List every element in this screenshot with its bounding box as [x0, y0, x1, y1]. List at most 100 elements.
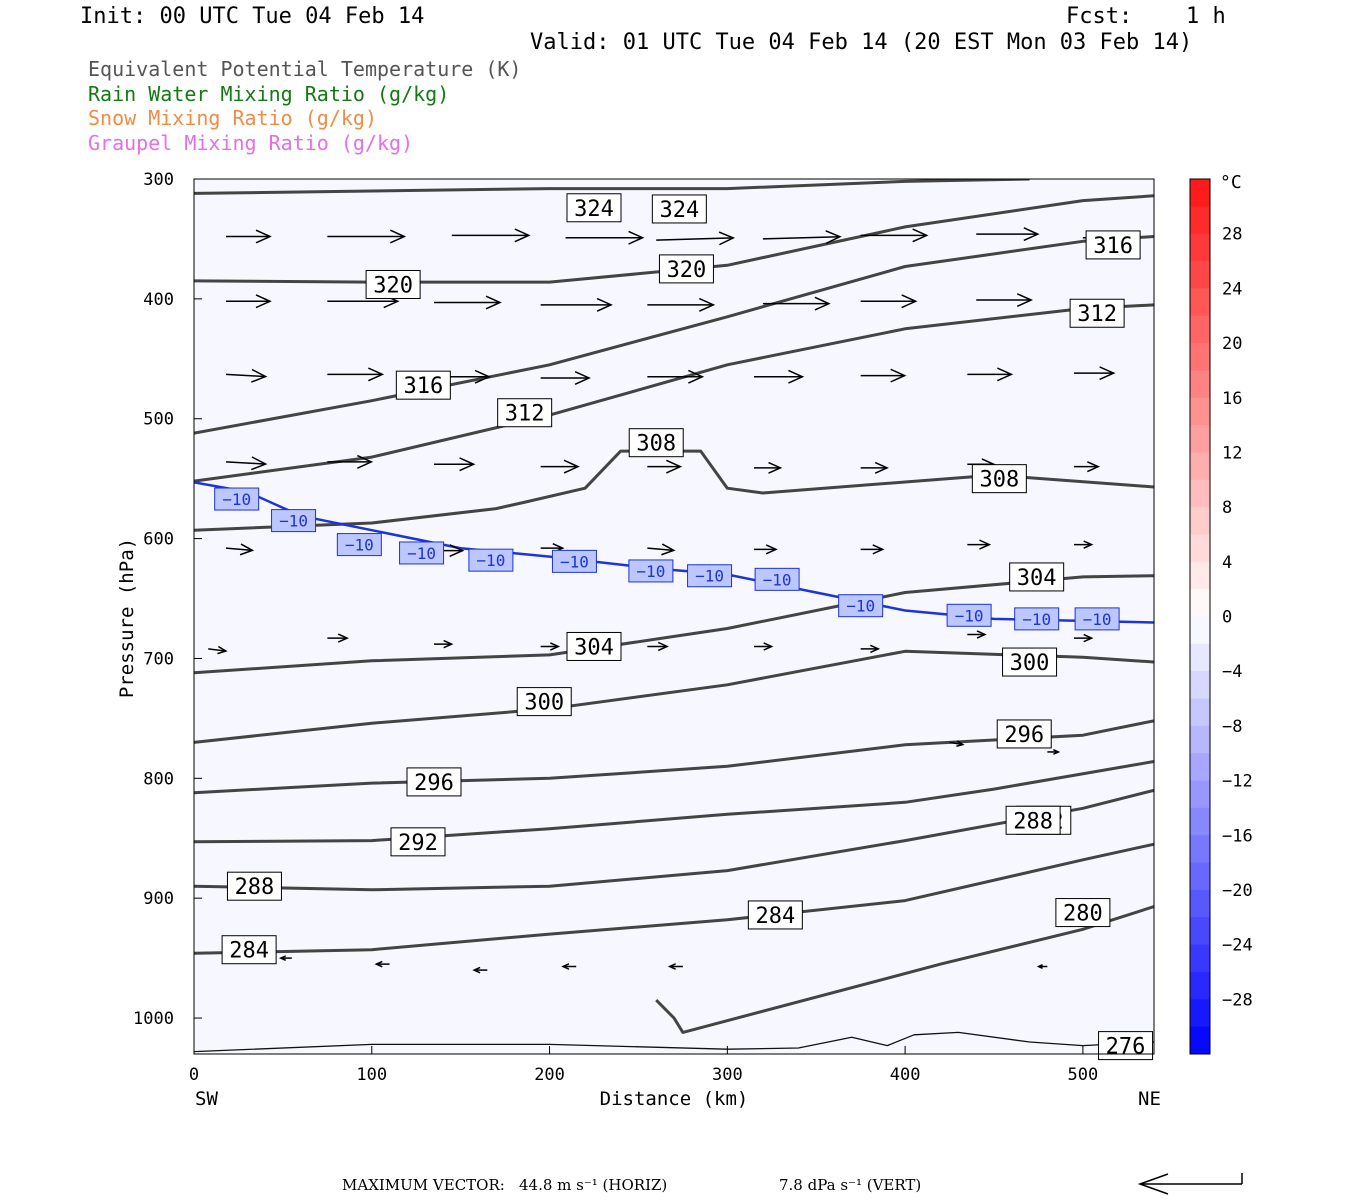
wind-vector-head	[628, 230, 645, 245]
axes: 0 100 200 300 400 500 300 400 500 600 700 800 900 100…	[133, 170, 1098, 1085]
wind-vector	[540, 297, 613, 312]
theta-e-label-276: 276	[1098, 1031, 1154, 1061]
wind-vector-head	[255, 294, 272, 309]
wind-vector-shaft	[225, 373, 266, 378]
theta-e-label-box	[566, 193, 622, 223]
theta-e-label-box	[221, 935, 277, 965]
isotherm-label: −10	[1014, 607, 1060, 631]
theta-e-label-box	[516, 687, 572, 717]
isotherm-label-box	[468, 548, 514, 572]
theta-e-label-text: 304	[1017, 566, 1057, 591]
colorbar-swatch	[1190, 288, 1210, 317]
theta-e-label-304: 304	[566, 631, 622, 661]
theta-e-contour-288	[194, 788, 1154, 892]
wind-vector-head	[390, 229, 407, 244]
theta-e-label-320: 320	[365, 269, 421, 299]
wind-vector	[860, 544, 885, 555]
x-axis-label: Distance (km)	[600, 1088, 749, 1110]
theta-e-label-box	[226, 871, 282, 901]
isotherm-label-text: −10	[407, 544, 436, 563]
wind-vector-head	[1016, 293, 1034, 308]
wind-vector	[656, 231, 736, 246]
forecast-hour: 1 h	[1186, 4, 1226, 29]
colorbar-tick-label: 16	[1222, 389, 1242, 409]
colorbar-swatch	[1190, 233, 1210, 262]
wind-vector-shaft	[225, 547, 253, 552]
theta-e-label-312: 312	[1069, 298, 1125, 328]
theta-e-label-316: 316	[395, 370, 451, 400]
colorbar-swatch	[1190, 999, 1210, 1028]
wind-vector-head	[1083, 633, 1094, 643]
isotherm-label-box	[1014, 607, 1060, 631]
theta-e-label-324: 324	[651, 194, 707, 224]
colorbar-swatch	[1190, 753, 1210, 782]
theta-e-label-300: 300	[516, 687, 572, 717]
isotherm-label-text: −10	[763, 570, 792, 589]
isotherm-label-text: −10	[1083, 610, 1112, 629]
isotherm-label: −10	[1074, 607, 1120, 631]
theta-e-label-box	[1005, 805, 1061, 835]
wind-vector	[561, 963, 577, 970]
wind-vector	[1047, 749, 1061, 755]
isotherm-label-text: −10	[560, 552, 589, 571]
wind-vector	[1074, 633, 1094, 643]
wind-vector	[762, 296, 831, 311]
wind-vector-shaft	[225, 461, 266, 465]
sw-endpoint-label: SW	[195, 1088, 218, 1110]
wind-vector	[647, 297, 716, 312]
theta-e-contour-276	[194, 1031, 1154, 1053]
colorbar-swatch	[1190, 944, 1210, 973]
isotherm-label: −10	[946, 603, 992, 627]
legend-snow: Snow Mixing Ratio (g/kg)	[88, 106, 377, 130]
wind-vector-shaft	[208, 648, 226, 652]
theta-e-label-text: 312	[505, 402, 545, 427]
colorbar-tick-label: 0	[1222, 608, 1232, 628]
wind-vector-head	[699, 297, 716, 312]
wind-vector	[667, 963, 683, 970]
isotherm-label-text: −10	[279, 512, 308, 531]
wind-vector-head	[472, 966, 481, 974]
colorbar-swatch	[1190, 616, 1210, 645]
wind-vector-head	[596, 297, 613, 312]
isotherm-label: −10	[399, 541, 445, 565]
colorbar-swatch	[1190, 179, 1210, 207]
colorbar-tick-label: −24	[1222, 936, 1253, 956]
isotherm-label: −10	[838, 594, 884, 618]
plot-frame	[193, 178, 1155, 1055]
wind-vector	[647, 641, 669, 652]
wind-vector-head	[278, 955, 287, 962]
wind-vector	[647, 459, 683, 474]
isotherm-label-text: −10	[1022, 610, 1051, 629]
theta-e-contour-304	[194, 574, 1154, 675]
colorbar-tick-label: 8	[1222, 498, 1232, 518]
wind-vector-head	[443, 639, 454, 649]
theta-e-label-text: 316	[1093, 234, 1133, 259]
wind-vector-head	[337, 633, 349, 643]
wind-vector-head	[550, 642, 561, 651]
wind-vector	[949, 740, 965, 747]
theta-e-label-288: 288	[226, 871, 282, 901]
wind-vector	[225, 368, 268, 383]
wind-vector-head	[788, 369, 805, 384]
wind-vector-head	[890, 368, 907, 383]
theta-e-contour-296	[194, 719, 1154, 795]
theta-e-label-284: 284	[747, 900, 803, 930]
theta-e-label-box	[1055, 898, 1111, 928]
colorbar-swatch	[1190, 561, 1210, 590]
wind-vectors	[208, 227, 1140, 974]
theta-e-label-box	[1085, 230, 1141, 260]
wind-vector-head	[1053, 749, 1061, 755]
wind-vector-shaft	[762, 235, 840, 240]
wind-vector	[860, 294, 918, 309]
wind-vector	[565, 230, 645, 245]
wind-vector-head	[374, 960, 383, 968]
theta-e-label-296: 296	[406, 767, 462, 797]
wind-vector	[540, 370, 591, 385]
y-tick-label: 900	[143, 889, 174, 909]
wind-vector	[327, 454, 374, 469]
colorbar-tick-label: −16	[1222, 826, 1253, 846]
wind-vector	[472, 966, 488, 974]
wind-vector-head	[251, 456, 268, 471]
theta-e-label-box	[628, 428, 684, 458]
isotherm-label-box	[336, 533, 382, 557]
